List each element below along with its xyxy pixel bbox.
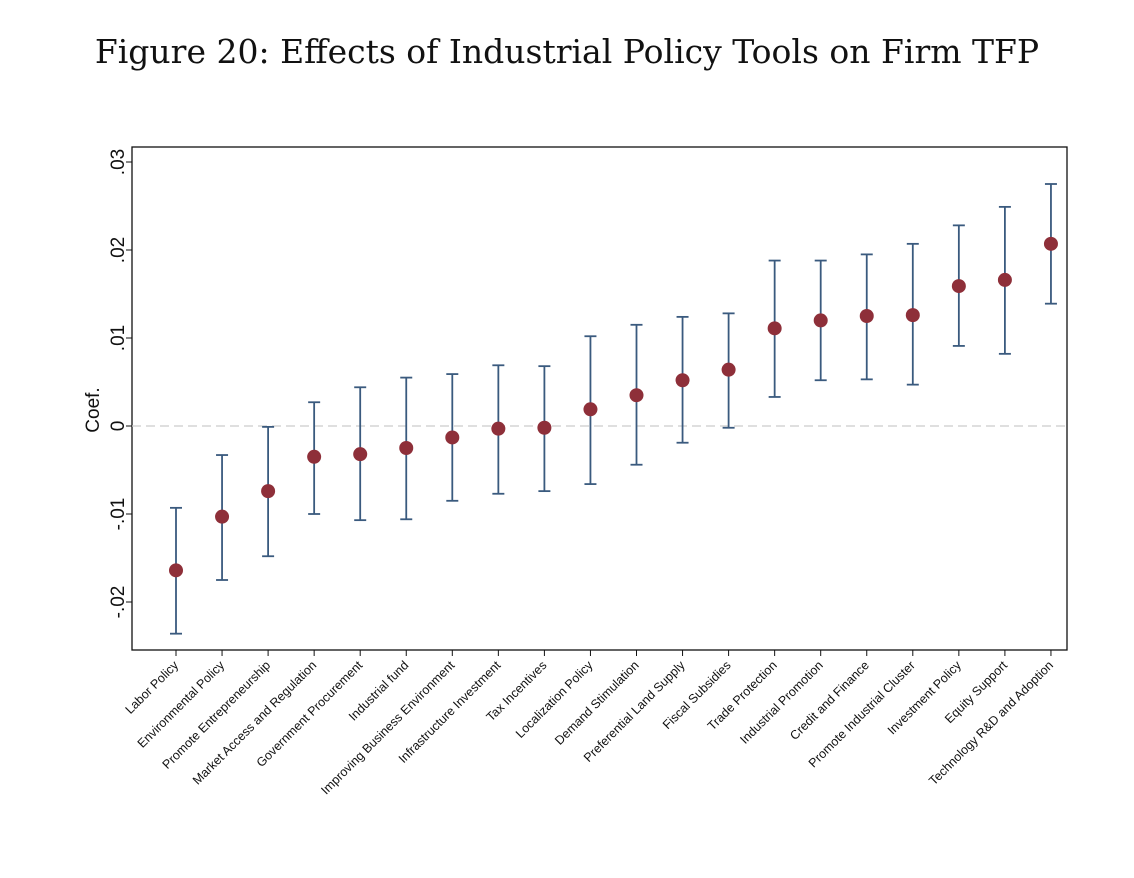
y-axis-label: Coef. [83,387,104,432]
y-tick-label: .01 [108,325,129,351]
coef-point [445,430,460,445]
coef-point [399,441,414,455]
coef-point [261,484,276,499]
coef-point [353,447,368,462]
coef-point [951,279,966,294]
y-tick-label: -.01 [108,498,129,531]
x-tick-label: Credit and Finance [787,658,872,743]
coef-point [491,421,506,436]
coef-point [169,563,183,578]
chart-title: Figure 20: Effects of Industrial Policy … [94,32,1040,71]
y-tick-label: .03 [108,149,129,175]
coef-point [537,420,552,435]
y-tick-label: .02 [108,237,129,263]
x-tick-label: Demand Stimulation [552,658,642,748]
coef-point [215,509,230,524]
x-tick-label: Localization Policy [513,658,596,741]
coef-point [721,362,736,377]
coef-point [905,308,920,323]
x-tick-label: Environmental Policy [135,658,228,751]
coef-point [997,272,1012,287]
coef-point [1043,236,1058,251]
y-tick-label: 0 [108,421,129,432]
coef-point [675,373,690,388]
coef-point [583,402,598,417]
coef-point [307,449,322,464]
x-tick-label: Industrial Promotion [737,658,826,747]
coef-point [629,388,644,403]
y-tick-label: -.02 [108,586,129,619]
coef-point [859,309,874,323]
coef-point [813,313,828,328]
coef-point [767,321,782,336]
plot-frame [131,146,1068,651]
